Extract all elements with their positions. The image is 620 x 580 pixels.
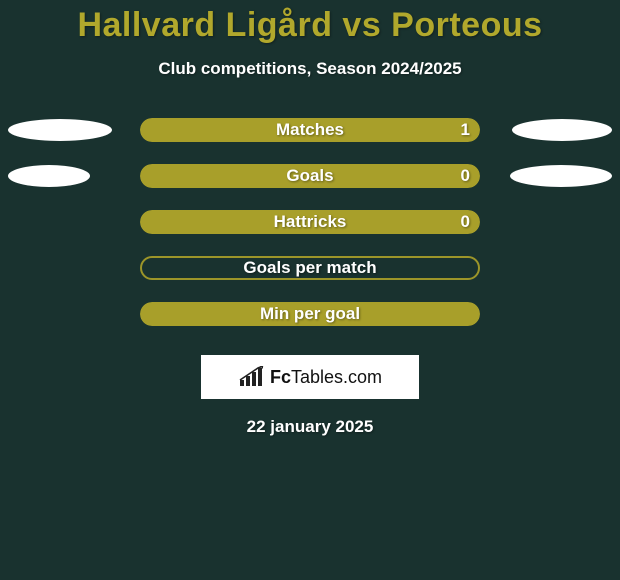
stat-row-hattricks: Hattricks 0 (0, 199, 620, 245)
page-title: Hallvard Ligård vs Porteous (0, 0, 620, 45)
stat-row-min-per-goal: Min per goal (0, 291, 620, 337)
player2-mark-icon (512, 119, 612, 141)
date-text: 22 january 2025 (0, 417, 620, 437)
player2-mark-icon (510, 165, 612, 187)
logo-box: FcTables.com (201, 355, 419, 399)
stat-label: Hattricks (274, 212, 347, 232)
logo-suffix: Tables.com (291, 367, 382, 387)
stat-row-goals-per-match: Goals per match (0, 245, 620, 291)
stat-label: Matches (276, 120, 344, 140)
subtitle: Club competitions, Season 2024/2025 (0, 59, 620, 79)
stats-block: Matches 1 Goals 0 Hattricks 0 (0, 107, 620, 337)
stat-bar: Goals per match (140, 256, 480, 280)
player1-mark-icon (8, 165, 90, 187)
stat-bar: Goals (140, 164, 480, 188)
logo-prefix: Fc (270, 367, 291, 387)
stat-label: Goals per match (243, 258, 376, 278)
comparison-card: Hallvard Ligård vs Porteous Club competi… (0, 0, 620, 580)
stat-bar: Min per goal (140, 302, 480, 326)
stat-bar: Matches (140, 118, 480, 142)
bar-chart-icon (238, 366, 264, 388)
stat-label: Min per goal (260, 304, 360, 324)
stat-row-matches: Matches 1 (0, 107, 620, 153)
stat-label: Goals (286, 166, 333, 186)
stat-right-value: 1 (461, 120, 470, 140)
stat-row-goals: Goals 0 (0, 153, 620, 199)
stat-right-value: 0 (461, 166, 470, 186)
player1-mark-icon (8, 119, 112, 141)
logo-text: FcTables.com (270, 367, 382, 388)
stat-right-value: 0 (461, 212, 470, 232)
stat-bar: Hattricks (140, 210, 480, 234)
